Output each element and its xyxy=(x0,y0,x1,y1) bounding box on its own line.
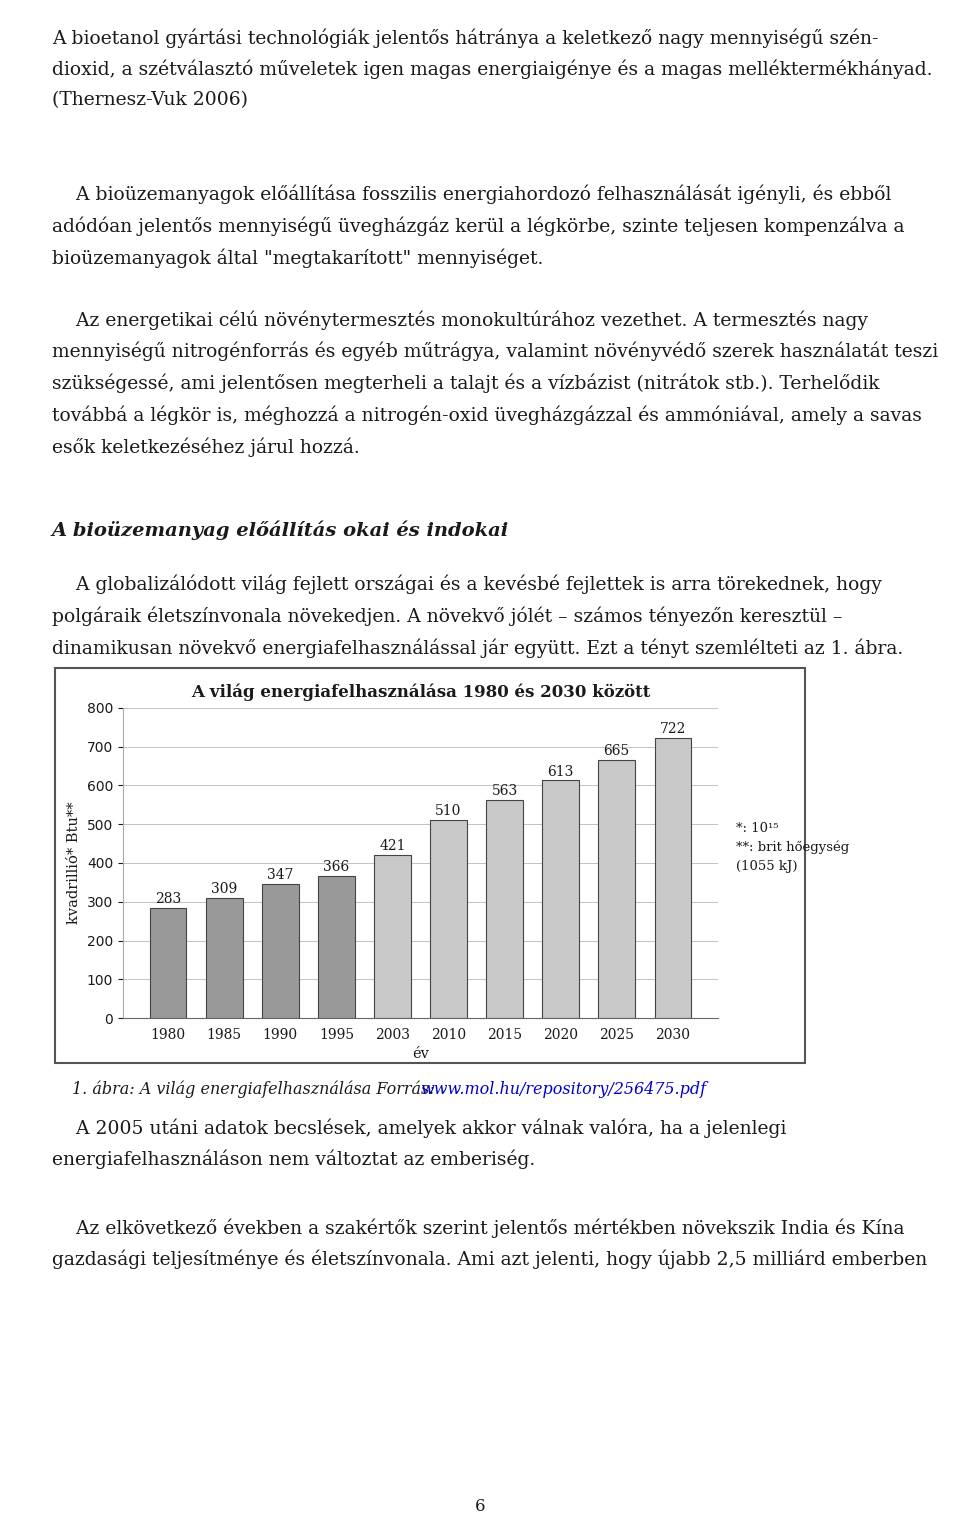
Bar xyxy=(318,876,354,1017)
Text: 1. ábra: A világ energiafelhasználása Forrás:: 1. ábra: A világ energiafelhasználása Fo… xyxy=(72,1081,440,1099)
Bar xyxy=(598,761,635,1017)
Text: A bioüzemanyagok előállítása fosszilis energiahordozó felhasználását igényli, és: A bioüzemanyagok előállítása fosszilis e… xyxy=(52,184,904,269)
Text: 347: 347 xyxy=(267,867,294,882)
Text: A bioetanol gyártási technológiák jelentős hátránya a keletkező nagy mennyiségű : A bioetanol gyártási technológiák jelent… xyxy=(52,28,932,109)
Text: 722: 722 xyxy=(660,722,686,736)
X-axis label: év: év xyxy=(412,1047,429,1061)
Text: 510: 510 xyxy=(435,804,462,818)
Text: 309: 309 xyxy=(211,882,237,896)
Text: *: 10¹⁵
**: brit hőegység
(1055 kJ): *: 10¹⁵ **: brit hőegység (1055 kJ) xyxy=(736,822,849,873)
Text: A bioüzemanyag előállítás okai és indokai: A bioüzemanyag előállítás okai és indoka… xyxy=(52,520,509,539)
Bar xyxy=(655,738,691,1017)
Bar xyxy=(55,669,805,1064)
Text: Az energetikai célú növénytermesztés monokultúrához vezethet. A termesztés nagy
: Az energetikai célú növénytermesztés mon… xyxy=(52,310,938,456)
Title: A világ energiafelhasználása 1980 és 2030 között: A világ energiafelhasználása 1980 és 203… xyxy=(191,684,650,701)
Y-axis label: kvadrillió* Btu**: kvadrillió* Btu** xyxy=(67,802,82,924)
Text: 283: 283 xyxy=(156,893,181,907)
Text: 563: 563 xyxy=(492,784,517,798)
Bar xyxy=(542,781,579,1017)
Text: Az elkövetkező években a szakértők szerint jelentős mértékben növekszik India és: Az elkövetkező években a szakértők szeri… xyxy=(52,1217,927,1270)
Text: A globalizálódott világ fejlett országai és a kevésbé fejlettek is arra törekedn: A globalizálódott világ fejlett országai… xyxy=(52,575,903,658)
Bar xyxy=(150,908,186,1017)
Bar xyxy=(206,898,243,1017)
Bar xyxy=(487,799,523,1017)
Text: 6: 6 xyxy=(475,1499,485,1515)
Text: 613: 613 xyxy=(547,764,574,779)
Text: 665: 665 xyxy=(604,744,630,758)
Bar xyxy=(374,855,411,1017)
Text: 366: 366 xyxy=(324,861,349,875)
Bar xyxy=(430,821,467,1017)
Text: 421: 421 xyxy=(379,839,406,853)
Text: www.mol.hu/repository/256475.pdf: www.mol.hu/repository/256475.pdf xyxy=(420,1081,706,1097)
Text: A 2005 utáni adatok becslések, amelyek akkor válnak valóra, ha a jelenlegi
energ: A 2005 utáni adatok becslések, amelyek a… xyxy=(52,1117,786,1170)
Bar xyxy=(262,884,299,1017)
